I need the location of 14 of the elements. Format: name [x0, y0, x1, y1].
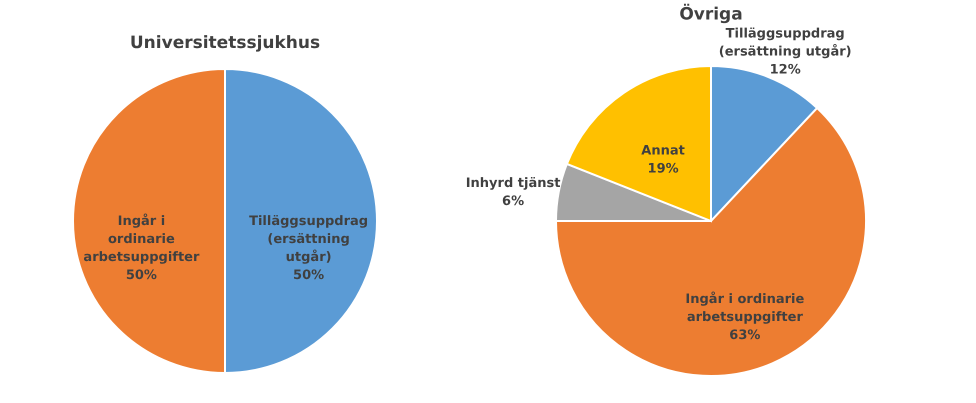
data-label: 19% — [648, 161, 679, 176]
slice-label: Ingår i ordinarie arbetsuppgifter — [83, 213, 200, 265]
data-label: 50% — [293, 268, 324, 283]
data-label: 63% — [729, 328, 760, 344]
slice-label: Tilläggsuppdrag (ersättning utgår) — [249, 214, 368, 265]
slice-label: Tilläggsuppdrag (ersättning utgår) — [718, 26, 852, 60]
chart-title: Övriga — [679, 4, 743, 25]
chart-title: Universitetssjukhus — [130, 33, 320, 53]
data-label: 50% — [126, 268, 157, 283]
data-label: 12% — [770, 62, 801, 78]
data-label: 6% — [502, 194, 524, 210]
slice-label: Inhyrd tjänst — [466, 176, 560, 192]
slice-label: Ingår i ordinarie arbetsuppgifter — [685, 291, 804, 326]
slice-label: Annat — [641, 143, 685, 158]
